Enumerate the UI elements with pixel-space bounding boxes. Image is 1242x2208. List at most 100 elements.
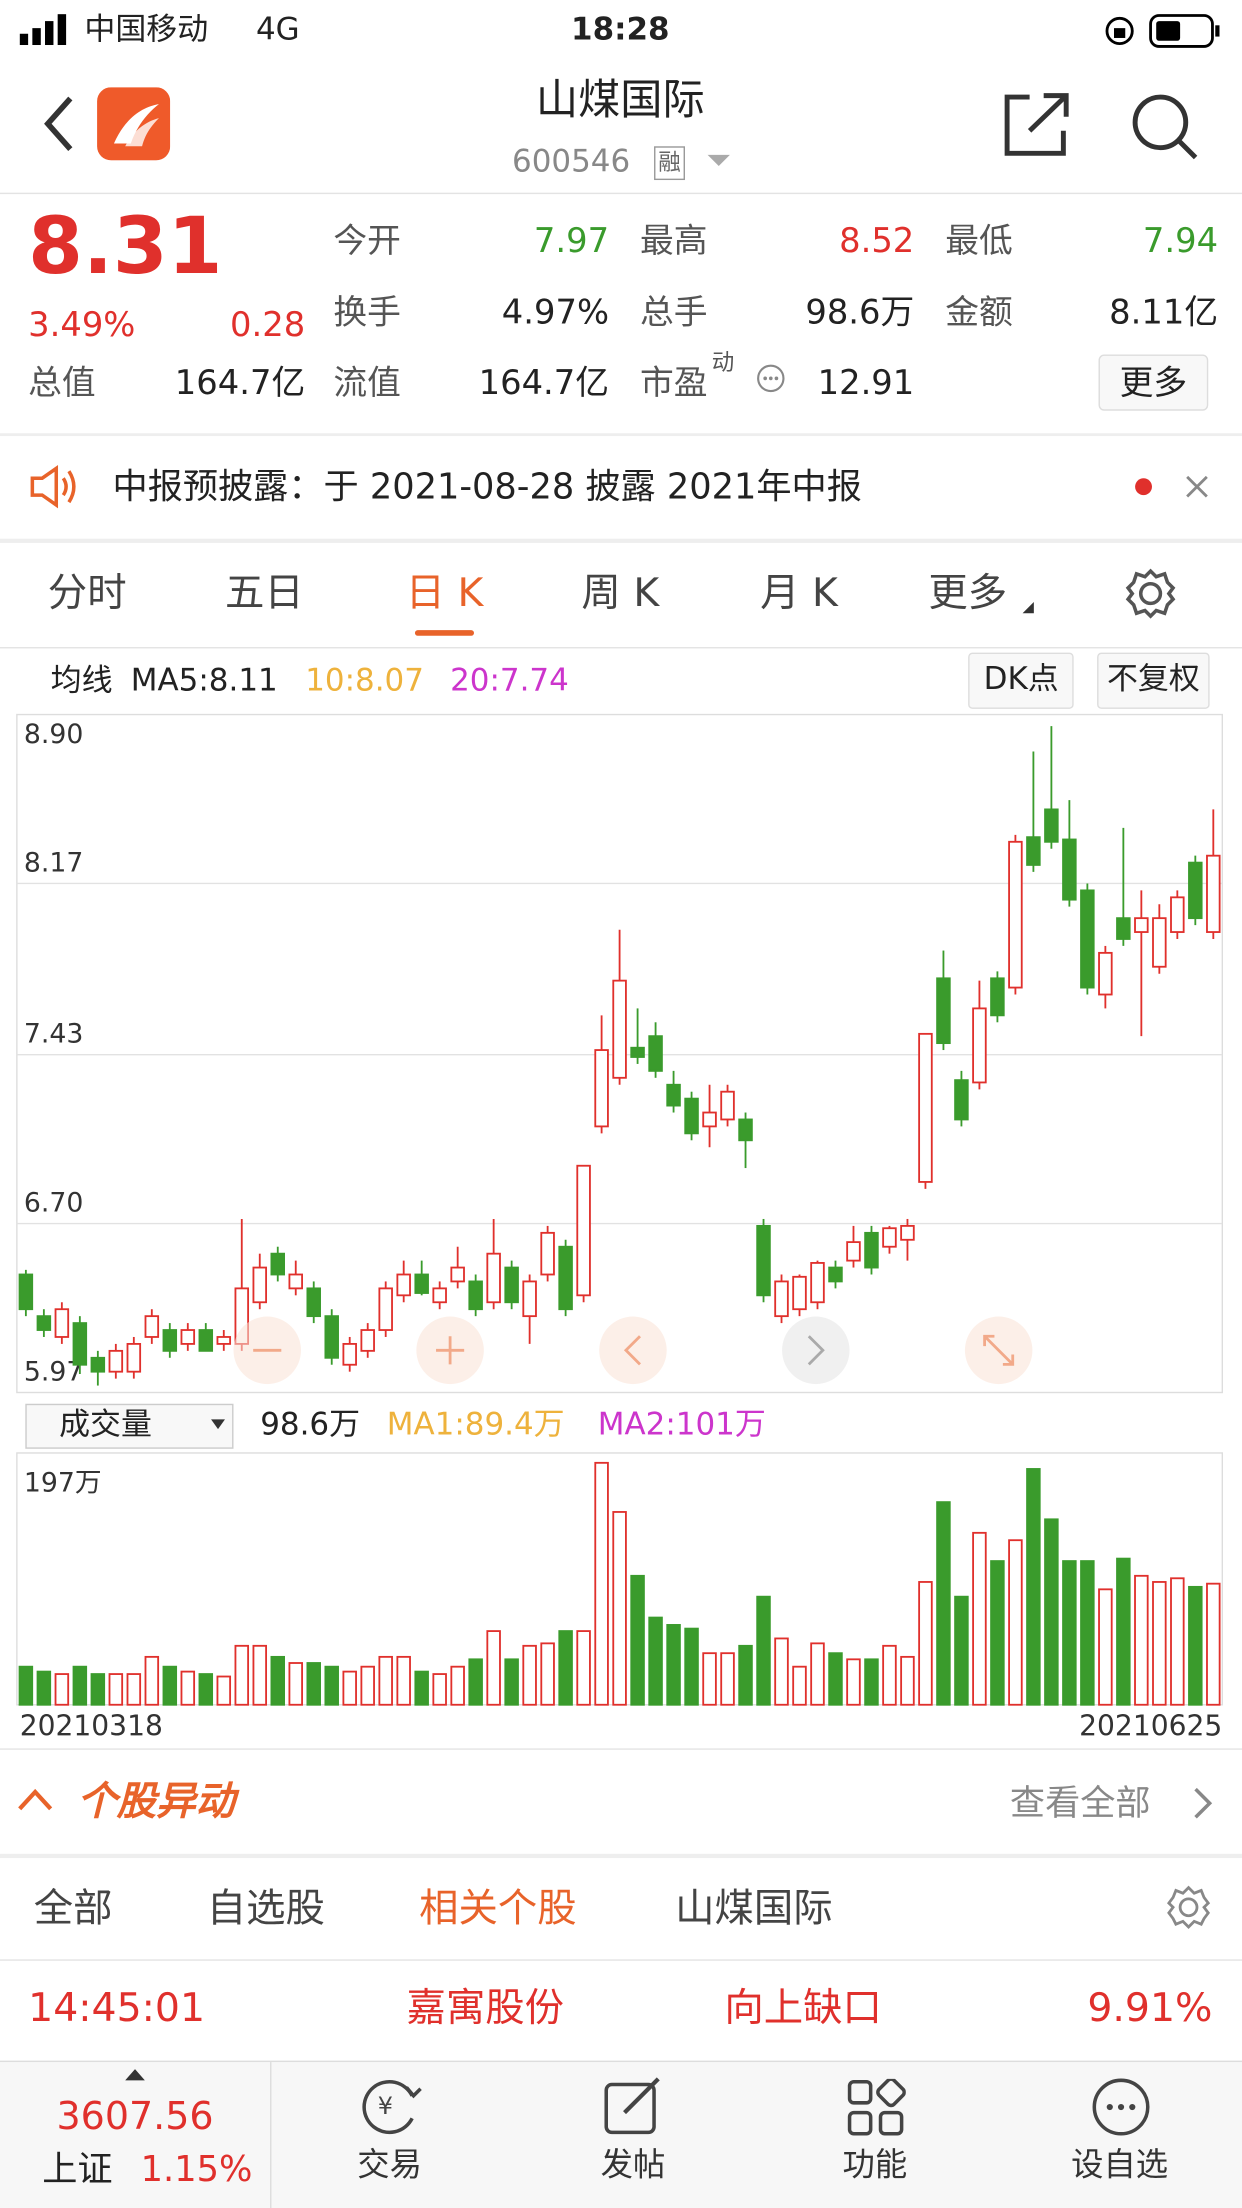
candle-body: [1116, 917, 1131, 940]
clock: 18:28: [571, 12, 670, 48]
share-button[interactable]: [1001, 91, 1071, 159]
candle-body: [810, 1262, 825, 1304]
end-date: 20210625: [1079, 1708, 1223, 1743]
candle-body: [36, 1315, 52, 1331]
candle-body: [684, 1097, 699, 1135]
volume-bar: [396, 1655, 411, 1706]
mover-tab[interactable]: 山煤国际: [675, 1884, 833, 1932]
volume-bar: [252, 1644, 268, 1706]
period-tab[interactable]: 月 K: [760, 569, 838, 617]
notice-controls[interactable]: [1134, 475, 1218, 500]
candle-body: [324, 1315, 339, 1359]
volume-bar: [1152, 1581, 1167, 1706]
stock-name: 山煤国际: [535, 75, 705, 126]
field-value: 8.52: [839, 220, 915, 261]
chart-controls[interactable]: [233, 1316, 1033, 1385]
mover-tab[interactable]: 全部: [33, 1884, 113, 1932]
volume-bar: [1062, 1560, 1077, 1706]
view-all[interactable]: 查看全部: [1009, 1782, 1151, 1824]
volume-bar: [990, 1560, 1005, 1706]
volume-bar: [468, 1658, 483, 1706]
candle-body: [90, 1356, 106, 1373]
index-value[interactable]: 3607.56: [56, 2095, 214, 2139]
candle-body: [162, 1329, 178, 1352]
speaker-icon: [30, 465, 76, 509]
period-tab[interactable]: 日 K: [405, 569, 484, 617]
mover-pct[interactable]: 9.91%: [1087, 1984, 1213, 2032]
adjust-button[interactable]: 不复权: [1097, 652, 1210, 709]
index-pct[interactable]: 1.15%: [140, 2148, 253, 2190]
volume-bar: [1206, 1582, 1221, 1706]
y-tick-label: 8.17: [24, 847, 84, 878]
more-arrow: [1022, 602, 1034, 614]
chevron[interactable]: [1193, 1786, 1213, 1820]
custom-icon[interactable]: [1090, 2076, 1152, 2138]
last-price: 8.31: [28, 201, 223, 293]
candle-body: [288, 1273, 303, 1290]
dropdown-arrow[interactable]: [707, 154, 731, 169]
candle-body: [414, 1273, 429, 1294]
dk-button[interactable]: DK点: [968, 652, 1075, 709]
mover-name[interactable]: 嘉寓股份: [406, 1984, 565, 2032]
mover-tab[interactable]: 自选股: [206, 1884, 325, 1932]
volume-bar: [900, 1655, 915, 1706]
mover-event[interactable]: 向上缺口: [724, 1984, 882, 2032]
settings-button[interactable]: [1125, 568, 1176, 619]
y-tick-label: 6.70: [24, 1187, 84, 1218]
indicator-name[interactable]: 成交量: [59, 1407, 152, 1444]
volume-bar: [918, 1581, 933, 1706]
candle-body: [882, 1227, 897, 1248]
more-button[interactable]: 更多: [1098, 354, 1209, 411]
section-title: 个股异动: [77, 1777, 235, 1825]
tab-label[interactable]: 设自选: [1071, 2147, 1169, 2184]
back-button[interactable]: [39, 93, 78, 155]
tab-label[interactable]: 功能: [842, 2147, 908, 2184]
volume-bar: [630, 1574, 645, 1706]
candle-body: [540, 1231, 555, 1276]
function-icon[interactable]: [847, 2078, 906, 2138]
tab-label[interactable]: 发帖: [600, 2147, 666, 2184]
field-label: 最低: [945, 220, 1013, 261]
period-tab[interactable]: 分时: [47, 569, 127, 617]
period-tab[interactable]: 五日: [225, 569, 304, 617]
candle-body: [1026, 836, 1041, 866]
mover-settings[interactable]: [1166, 1885, 1211, 1930]
candle-body: [504, 1266, 519, 1304]
volume-bar: [144, 1655, 160, 1706]
field-value: 98.6万: [805, 292, 915, 332]
mover-time[interactable]: 14:45:01: [28, 1984, 206, 2032]
field-value: 164.7亿: [174, 362, 306, 403]
info-icon[interactable]: [755, 363, 786, 394]
volume-bar: [828, 1652, 843, 1706]
collapse-icon[interactable]: [17, 1786, 54, 1811]
post-icon[interactable]: [602, 2076, 664, 2138]
indicator-select[interactable]: [25, 1403, 234, 1449]
index-name[interactable]: 上证: [42, 2148, 113, 2190]
search-button[interactable]: [1129, 91, 1199, 161]
volume-bar: [126, 1673, 142, 1706]
divider: [0, 1853, 1242, 1859]
margin-badge: 融: [654, 146, 686, 181]
volume-bar: [846, 1658, 861, 1706]
period-tab[interactable]: 周 K: [581, 569, 660, 617]
candle-body: [1008, 840, 1023, 989]
field-label: 市盈: [639, 362, 708, 403]
candle-body: [1206, 854, 1221, 933]
index-up-arrow: [125, 2069, 145, 2081]
trade-icon[interactable]: ¥: [356, 2076, 424, 2138]
volume-bar: [234, 1644, 250, 1706]
period-tab[interactable]: 更多: [928, 569, 1008, 617]
pe-tag: 动: [711, 348, 735, 376]
candle-body: [252, 1266, 268, 1304]
tab-label[interactable]: 交易: [357, 2147, 422, 2184]
notice-text[interactable]: 中报预披露：于 2021-08-28 披露 2021年中报: [112, 466, 862, 508]
volume-bar: [450, 1665, 465, 1706]
candle-body: [468, 1280, 483, 1311]
y-tick-label: 7.43: [24, 1018, 84, 1049]
mover-tab[interactable]: 相关个股: [419, 1884, 577, 1932]
candle-body: [972, 1007, 987, 1084]
volume-bar: [720, 1652, 735, 1706]
candle-body: [828, 1266, 843, 1283]
candle-body: [846, 1241, 861, 1262]
app-icon[interactable]: [97, 87, 171, 161]
